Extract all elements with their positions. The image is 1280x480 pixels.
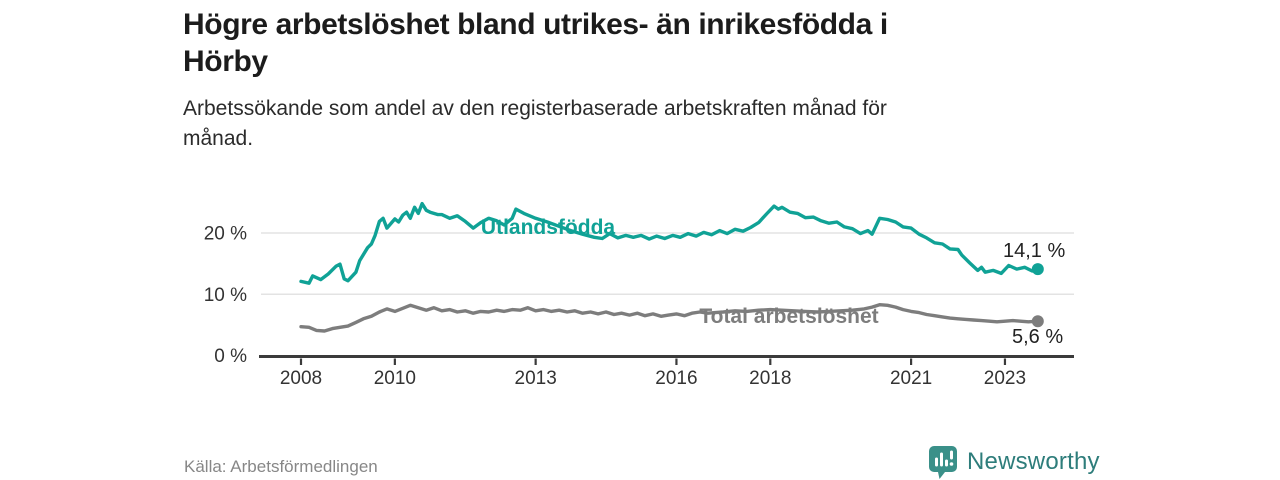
chart-title-line-2: Hörby: [183, 45, 268, 78]
line-series-1: [299, 303, 1040, 333]
chart-title-line-1: Högre arbetslöshet bland utrikes- än inr…: [183, 8, 888, 41]
x-tick-label: 2008: [280, 368, 322, 389]
chart-subtitle-line-2: månad.: [183, 127, 254, 150]
source-text: Källa: Arbetsförmedlingen: [184, 457, 378, 476]
brand-name: Newsworthy: [967, 448, 1100, 475]
end-value-label-total: 5,6 %: [1012, 326, 1064, 348]
chart-subtitle: Arbetssökande som andel av den registerb…: [183, 94, 1043, 154]
chart-subtitle-line-1: Arbetssökande som andel av den registerb…: [183, 97, 887, 120]
bar-chart-bubble-icon: [929, 445, 957, 479]
x-tick-label: 2023: [984, 368, 1026, 389]
series-end-dot-1: [1031, 315, 1044, 328]
newsworthy-brand: Newsworthy: [928, 444, 1100, 480]
line-series-0: [299, 201, 1040, 285]
y-tick-label: 20 %: [204, 224, 247, 245]
series-end-dot-0: [1031, 263, 1044, 276]
chart-title: Högre arbetslöshet bland utrikes- än inr…: [183, 6, 1163, 80]
x-tick-label: 2021: [890, 368, 932, 389]
end-value-label-utlandsfodda: 14,1 %: [1003, 240, 1066, 262]
series-label-utlandsfodda: Utlandsfödda: [480, 216, 616, 239]
series-label-total-arbetsloshet: Total arbetslöshet: [699, 305, 879, 328]
x-tick-label: 2010: [374, 368, 416, 389]
x-tick-label: 2016: [655, 368, 697, 389]
x-tick-label: 2013: [515, 368, 557, 389]
x-tick-label: 2018: [749, 368, 791, 389]
y-tick-label: 10 %: [204, 285, 247, 306]
y-tick-label: 0 %: [214, 346, 247, 367]
